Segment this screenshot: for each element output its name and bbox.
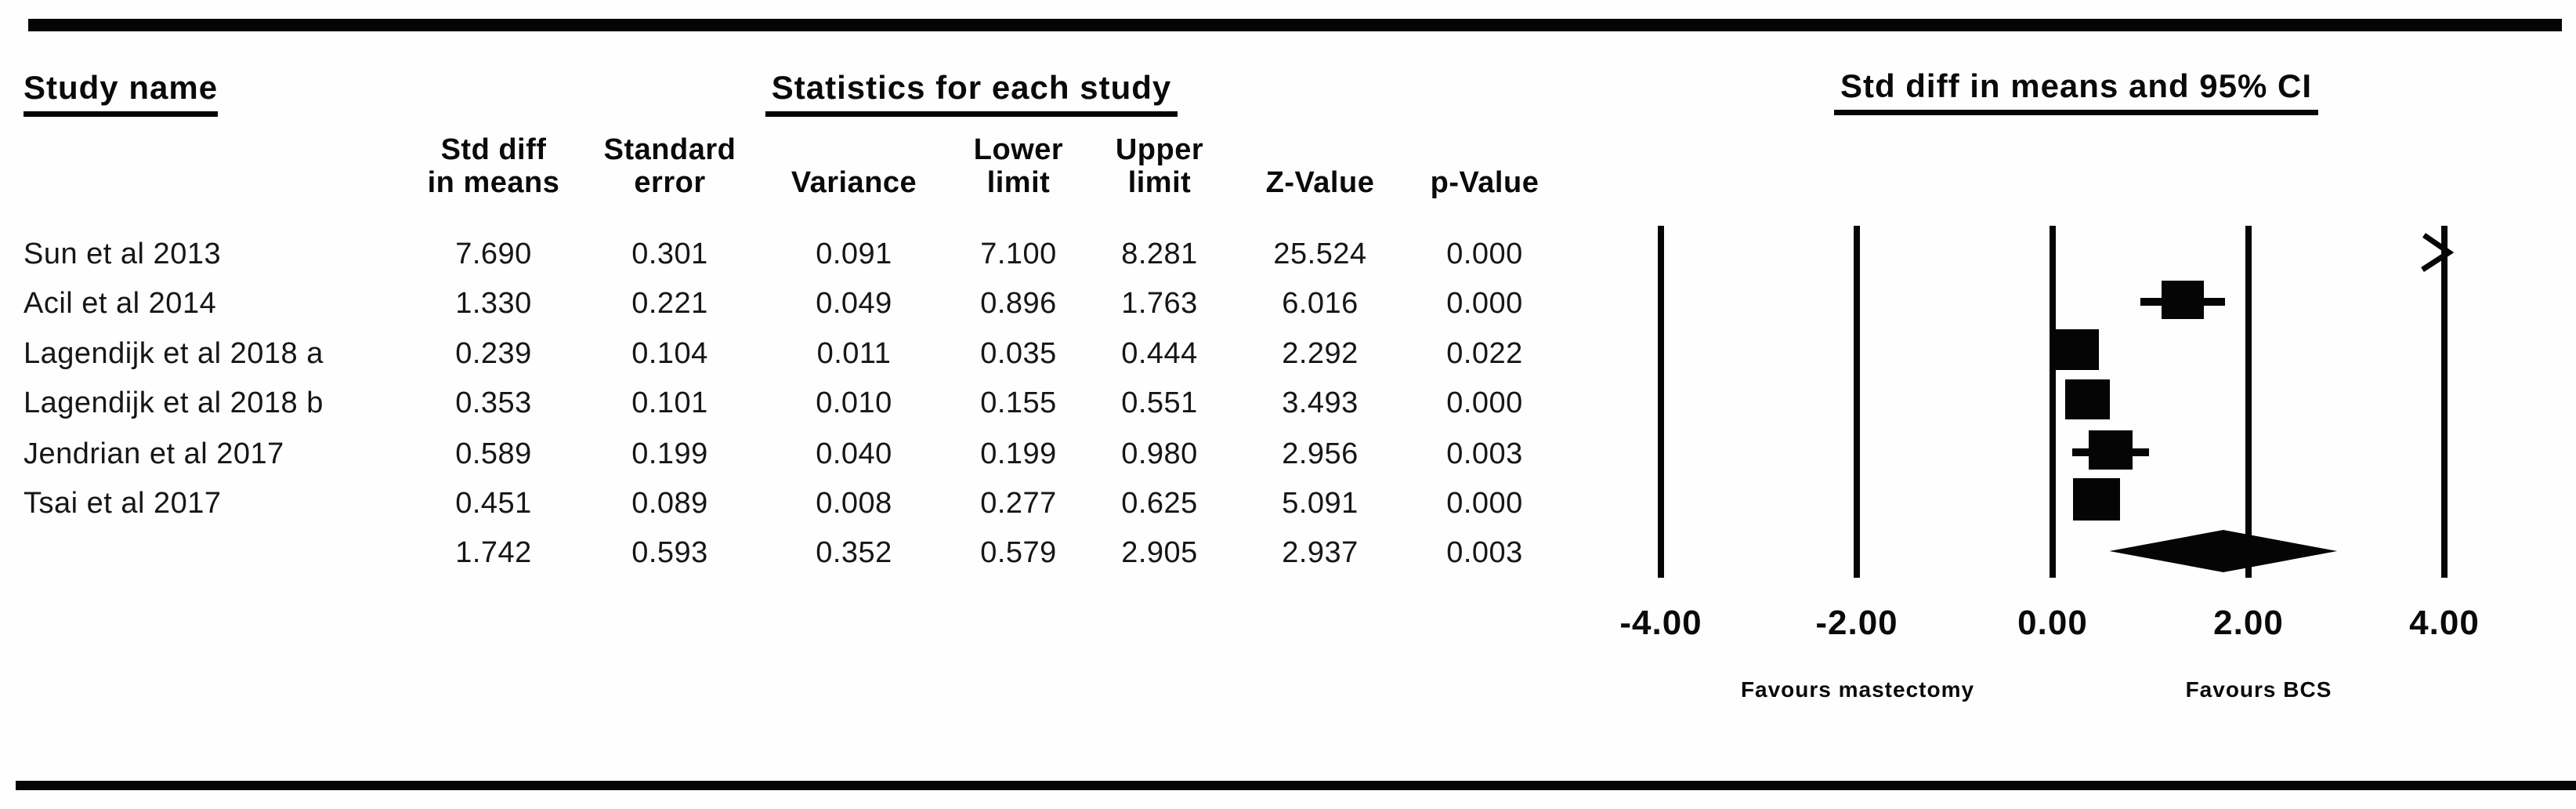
cell-sun-et-al-2013-limit: 7.100	[980, 238, 1057, 270]
point-square-jendrian-et-al-2017	[2088, 430, 2133, 470]
cell-overall-limit: 0.579	[980, 536, 1057, 569]
cell-overall-p-value: 0.003	[1446, 536, 1523, 569]
gridline--4	[1658, 226, 1664, 578]
cell-acil-et-al-2014-in-means: 1.330	[455, 287, 532, 320]
cell-lagendijk-et-al-2018-b-error: 0.101	[631, 386, 708, 419]
cell-overall-z-value: 2.937	[1282, 536, 1359, 569]
point-square-lagendijk-et-al-2018-b	[2064, 379, 2110, 419]
cell-lagendijk-et-al-2018-a-in-means: 0.239	[455, 337, 532, 370]
gridline-0	[2050, 226, 2056, 578]
cell-sun-et-al-2013-variance: 0.091	[816, 238, 892, 270]
cell-acil-et-al-2014-variance: 0.049	[816, 287, 892, 320]
cell-lagendijk-et-al-2018-b-variance: 0.010	[816, 386, 892, 419]
top-rule	[28, 19, 2562, 31]
cell-tsai-et-al-2017-limit: 0.277	[980, 487, 1057, 520]
column-header-limit: limit	[986, 166, 1051, 199]
study-name-acil-et-al-2014: Acil et al 2014	[24, 287, 217, 320]
cell-tsai-et-al-2017-limit: 0.625	[1121, 487, 1198, 520]
overall-diamond	[2109, 530, 2338, 572]
axis-tick-label--4: -4.00	[1619, 604, 1702, 642]
cell-sun-et-al-2013-error: 0.301	[631, 238, 708, 270]
cell-overall-variance: 0.352	[816, 536, 892, 569]
cell-jendrian-et-al-2017-limit: 0.199	[980, 437, 1057, 470]
study-name-tsai-et-al-2017: Tsai et al 2017	[24, 487, 222, 520]
point-square-lagendijk-et-al-2018-a	[2053, 329, 2099, 370]
favours-right-label: Favours BCS	[2185, 677, 2332, 702]
cell-lagendijk-et-al-2018-a-error: 0.104	[631, 337, 708, 370]
study-name-lagendijk-et-al-2018-b: Lagendijk et al 2018 b	[24, 386, 324, 419]
cell-sun-et-al-2013-in-means: 7.690	[455, 238, 532, 270]
study-name-column-header: Study name	[24, 69, 219, 117]
point-square-tsai-et-al-2017	[2073, 478, 2121, 521]
column-header-in-means-line1: Std diff	[440, 133, 547, 166]
bottom-rule	[16, 781, 2576, 790]
cell-lagendijk-et-al-2018-b-p-value: 0.000	[1446, 386, 1523, 419]
column-header-z-value: Z-Value	[1265, 166, 1375, 199]
column-header-limit-line1: Lower	[973, 133, 1064, 166]
column-header-in-means: in means	[427, 166, 560, 199]
gridline-4	[2441, 226, 2448, 578]
cell-lagendijk-et-al-2018-a-p-value: 0.022	[1446, 337, 1523, 370]
cell-overall-error: 0.593	[631, 536, 708, 569]
column-header-limit: limit	[1127, 166, 1192, 199]
cell-lagendijk-et-al-2018-a-limit: 0.035	[980, 337, 1057, 370]
cell-lagendijk-et-al-2018-b-limit: 0.551	[1121, 386, 1198, 419]
column-header-error: error	[634, 166, 706, 199]
study-name-lagendijk-et-al-2018-a: Lagendijk et al 2018 a	[24, 337, 324, 370]
cell-acil-et-al-2014-p-value: 0.000	[1446, 287, 1523, 320]
cell-jendrian-et-al-2017-z-value: 2.956	[1282, 437, 1359, 470]
axis-tick-label-2: 2.00	[2213, 604, 2284, 642]
cell-jendrian-et-al-2017-in-means: 0.589	[455, 437, 532, 470]
cell-jendrian-et-al-2017-error: 0.199	[631, 437, 708, 470]
favours-left-label: Favours mastectomy	[1740, 677, 1975, 702]
cell-lagendijk-et-al-2018-a-limit: 0.444	[1121, 337, 1198, 370]
cell-acil-et-al-2014-error: 0.221	[631, 287, 708, 320]
cell-tsai-et-al-2017-in-means: 0.451	[455, 487, 532, 520]
cell-lagendijk-et-al-2018-b-in-means: 0.353	[455, 386, 532, 419]
cell-sun-et-al-2013-limit: 8.281	[1121, 238, 1198, 270]
study-name-jendrian-et-al-2017: Jendrian et al 2017	[24, 437, 284, 470]
gridline--2	[1854, 226, 1860, 578]
cell-tsai-et-al-2017-p-value: 0.000	[1446, 487, 1523, 520]
cell-overall-limit: 2.905	[1121, 536, 1198, 569]
cell-jendrian-et-al-2017-p-value: 0.003	[1446, 437, 1523, 470]
cell-tsai-et-al-2017-z-value: 5.091	[1282, 487, 1359, 520]
cell-lagendijk-et-al-2018-a-variance: 0.011	[816, 337, 892, 370]
axis-tick-label-0: 0.00	[2017, 604, 2088, 642]
statistics-group-header: Statistics for each study	[729, 69, 1214, 117]
column-header-error-line1: Standard	[603, 133, 736, 166]
column-header-limit-line1: Upper	[1115, 133, 1204, 166]
cell-jendrian-et-al-2017-variance: 0.040	[816, 437, 892, 470]
cell-lagendijk-et-al-2018-b-limit: 0.155	[980, 386, 1057, 419]
cell-acil-et-al-2014-z-value: 6.016	[1282, 287, 1359, 320]
column-header-variance: Variance	[791, 166, 917, 199]
study-name-sun-et-al-2013: Sun et al 2013	[24, 238, 222, 270]
cell-overall-in-means: 1.742	[455, 536, 532, 569]
gridline-2	[2245, 226, 2252, 578]
cell-tsai-et-al-2017-error: 0.089	[631, 487, 708, 520]
cell-sun-et-al-2013-p-value: 0.000	[1446, 238, 1523, 270]
axis-tick-label-4: 4.00	[2409, 604, 2480, 642]
cell-acil-et-al-2014-limit: 1.763	[1121, 287, 1198, 320]
cell-lagendijk-et-al-2018-b-z-value: 3.493	[1282, 386, 1359, 419]
axis-tick-label--2: -2.00	[1815, 604, 1898, 642]
column-header-p-value: p-Value	[1430, 166, 1539, 199]
cell-sun-et-al-2013-z-value: 25.524	[1273, 238, 1367, 270]
point-square-acil-et-al-2014	[2162, 281, 2205, 319]
plot-group-header: Std diff in means and 95% CI	[1810, 67, 2343, 115]
cell-acil-et-al-2014-limit: 0.896	[980, 287, 1057, 320]
cell-tsai-et-al-2017-variance: 0.008	[816, 487, 892, 520]
cell-lagendijk-et-al-2018-a-z-value: 2.292	[1282, 337, 1359, 370]
cell-jendrian-et-al-2017-limit: 0.980	[1121, 437, 1198, 470]
